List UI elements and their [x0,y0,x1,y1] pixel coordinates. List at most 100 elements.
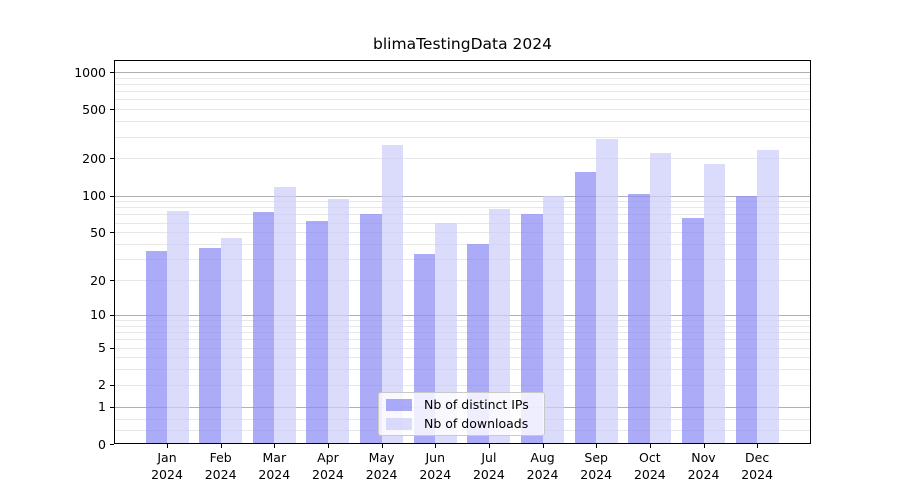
x-tick [381,444,383,448]
minor-gridline [114,109,811,111]
minor-gridline [114,320,811,322]
minor-gridline [114,384,811,386]
y-tick [110,406,114,408]
y-tick-label: 2 [98,377,106,393]
y-tick [110,232,114,234]
y-tick-label: 500 [82,101,106,117]
x-tick-label: Aug 2024 [526,450,559,482]
y-tick [110,280,114,282]
minor-gridline [114,201,811,203]
x-tick-label: Jun 2024 [419,450,452,482]
minor-gridline [114,158,811,160]
x-tick-label: Jan 2024 [151,450,183,482]
x-tick-label: May 2024 [365,450,398,482]
x-tick-label: Apr 2024 [312,450,344,482]
y-tick-label: 1000 [74,64,106,80]
legend-item-downloads: Nb of downloads [386,414,538,433]
bar-downloads-oct [649,153,672,444]
x-tick [327,444,329,448]
x-tick-label: Mar 2024 [258,450,291,482]
x-tick [757,444,759,448]
y-tick [110,314,114,316]
y-tick-label: 5 [98,340,106,356]
legend-label-downloads: Nb of downloads [424,416,529,431]
bar-distinct-ips-oct [628,194,650,444]
x-tick [167,444,168,448]
bar-distinct-ips-sep [574,171,597,444]
x-tick-label: Nov 2024 [687,450,720,482]
bar-distinct-ips-dec [735,195,758,444]
x-tick-label: Dec 2024 [741,450,774,482]
minor-gridline [114,232,811,234]
x-tick [274,444,276,448]
major-gridline [114,72,811,73]
bar-downloads-nov [703,164,725,444]
minor-gridline [114,207,811,209]
y-tick [110,195,114,197]
minor-gridline [114,280,811,282]
minor-gridline [114,91,811,93]
x-tick-label: Oct 2024 [633,450,666,482]
x-tick [435,444,437,448]
bar-distinct-ips-mar [252,211,275,444]
x-tick [596,444,598,448]
minor-gridline [114,121,811,123]
bar-distinct-ips-apr [306,220,328,444]
plot-area [114,60,811,444]
y-tick [110,384,114,386]
distinct-ips-swatch [386,398,412,411]
legend-label-distinct-ips: Nb of distinct IPs [424,397,529,412]
minor-gridline [114,99,811,101]
major-gridline [114,314,811,316]
bar-distinct-ips-feb [199,248,221,444]
y-tick-label: 200 [82,150,106,166]
minor-gridline [114,325,811,327]
y-tick [110,72,114,73]
bar-downloads-jan [167,210,189,444]
x-tick [488,444,490,448]
x-tick [220,444,222,448]
bar-downloads-dec [757,149,779,444]
bar-downloads-feb [220,237,243,444]
major-gridline [114,195,811,197]
minor-gridline [114,84,811,85]
bar-downloads-jun [435,222,457,444]
x-tick-label: Jul 2024 [472,450,505,482]
minor-gridline [114,244,811,246]
legend: Nb of distinct IPs Nb of downloads [378,392,545,436]
bar-downloads-sep [596,138,618,444]
minor-gridline [114,259,811,261]
y-tick-label: 20 [90,272,106,288]
bar-distinct-ips-nov [682,218,704,444]
minor-gridline [114,369,811,371]
minor-gridline [114,339,811,341]
y-tick-label: 1 [98,399,106,415]
y-tick-label: 50 [90,224,106,240]
bar-downloads-jul [488,209,511,444]
legend-item-distinct-ips: Nb of distinct IPs [386,395,538,414]
bar-downloads-may [381,145,404,444]
bar-distinct-ips-aug [521,214,543,444]
y-tick-label: 100 [82,188,106,203]
minor-gridline [114,222,811,224]
x-tick-label: Sep 2024 [580,450,613,482]
minor-gridline [114,347,811,349]
y-tick [110,347,114,349]
x-tick [703,444,705,448]
y-tick [110,158,114,160]
x-tick [649,444,651,448]
x-tick [542,444,544,448]
y-tick-label: 0 [98,436,106,452]
downloads-swatch [386,417,412,430]
minor-gridline [114,136,811,138]
bar-distinct-ips-may [360,213,382,444]
bar-downloads-aug [542,195,565,444]
minor-gridline [114,77,811,79]
y-tick [110,444,114,445]
minor-gridline [114,332,811,334]
chart-title: blimaTestingData 2024 [373,35,552,53]
bar-distinct-ips-jan [145,251,167,444]
y-tick [110,109,114,111]
y-tick-label: 10 [90,307,106,323]
